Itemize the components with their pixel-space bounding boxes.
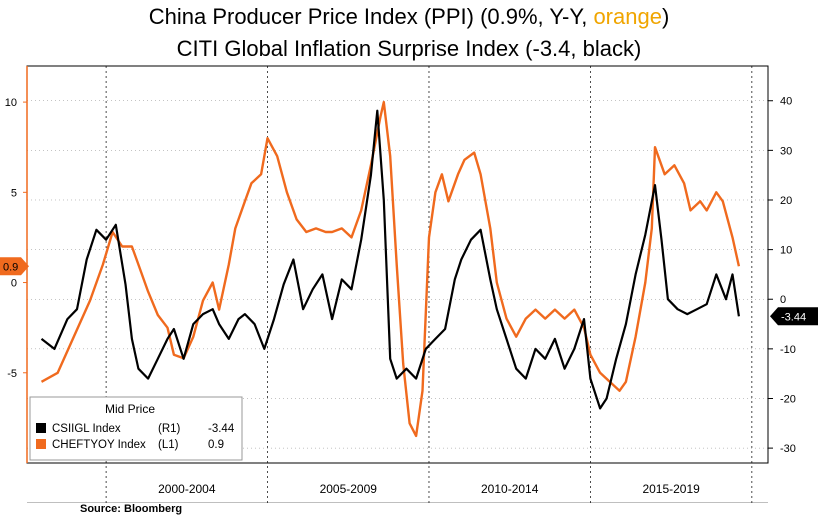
x-tick-label: 2005-2009	[320, 482, 378, 496]
chart-title-line1: China Producer Price Index (PPI) (0.9%, …	[0, 4, 818, 30]
right-tick-label: -30	[780, 443, 796, 455]
x-tick-label: 2000-2004	[158, 482, 216, 496]
legend-series-axis: (L1)	[158, 439, 179, 451]
legend-series-name: CHEFTYOY Index	[52, 439, 146, 451]
legend-swatch	[36, 439, 46, 449]
right-tick-label: -20	[780, 393, 796, 405]
legend-header: Mid Price	[105, 402, 155, 416]
legend-series-name: CSIIGL Index	[52, 423, 121, 435]
legend-series-value: -3.44	[208, 423, 235, 435]
left-last-value-tag	[0, 257, 29, 276]
left-tick-label: -5	[7, 368, 17, 380]
series-line-ppi	[40, 100, 741, 438]
right-tick-label: -10	[780, 344, 796, 356]
legend-series-axis: (R1)	[158, 423, 181, 435]
title-line1-orange-word: orange	[593, 4, 662, 29]
left-tick-label: 10	[5, 97, 17, 109]
right-tick-label: 10	[780, 245, 792, 257]
legend-swatch	[36, 423, 46, 433]
left-tick-label: 0	[11, 278, 17, 290]
right-tick-label: 30	[780, 145, 792, 157]
right-last-value-label: -3.44	[781, 311, 806, 323]
left-tick-label: 5	[11, 187, 17, 199]
title-line1-prefix: China Producer Price Index (PPI) (0.9%, …	[148, 4, 594, 29]
x-tick-label: 2015-2019	[642, 482, 700, 496]
x-tick-label: 2010-2014	[481, 482, 539, 496]
right-tick-label: 0	[780, 294, 786, 306]
title-line1-suffix: )	[661, 4, 670, 29]
right-last-value-tag	[770, 307, 818, 326]
legend-series-value: 0.9	[208, 439, 224, 451]
chart-canvas: 2000-2004 2005-2009 2010-2014 2015-2019 10 5 0…	[0, 65, 818, 503]
legend-box	[29, 396, 243, 461]
chart-title-line2: CITI Global Inflation Surprise Index (-3…	[176, 36, 642, 61]
right-tick-label: 40	[780, 96, 792, 108]
right-tick-label: 20	[780, 195, 792, 207]
source-note: Source: Bloomberg	[80, 503, 183, 515]
left-last-value-label: 0.9	[3, 261, 18, 273]
series-line-citi	[40, 109, 740, 410]
